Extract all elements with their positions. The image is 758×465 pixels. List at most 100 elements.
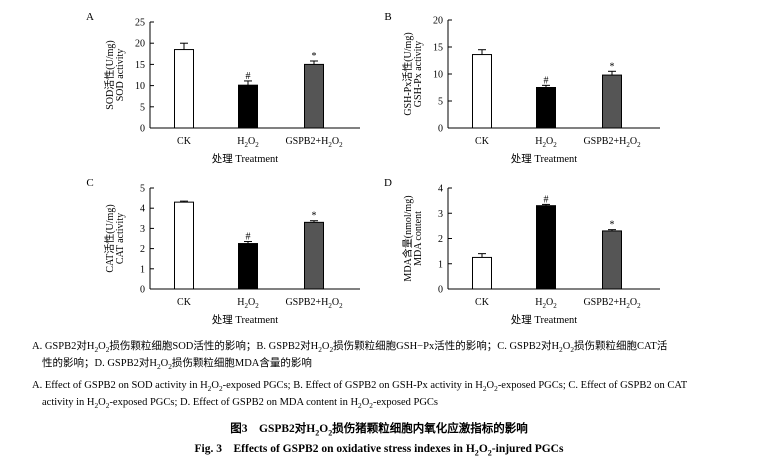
x-tick-label: CK <box>177 297 192 308</box>
panel-label: C <box>86 177 93 189</box>
y-tick-label: 0 <box>140 285 145 296</box>
y-tick-label: 3 <box>438 209 443 220</box>
x-tick-label-part: 2 <box>255 302 259 310</box>
x-tick-label: H2O2 <box>237 297 259 310</box>
bar <box>602 230 622 290</box>
subscript: 2 <box>315 428 320 438</box>
significance-mark: * <box>610 61 615 72</box>
x-tick-label: CK <box>475 297 490 308</box>
caption-en-text: -exposed PGCs; D. Effect of GSPB2 on MDA… <box>109 397 359 408</box>
figure-title-text: 损伤猪颗粒细胞内氧化应激指标的影响 <box>332 423 528 435</box>
figure-panels: A 0 5 10 15 20 25 CK # H2O2 * GSPB2+H2O2 处理 Treatmen… <box>86 11 660 326</box>
bar <box>536 205 556 290</box>
figure-title-text: O <box>478 443 488 455</box>
subscript: 2 <box>105 345 110 355</box>
x-tick-label-part: GSPB2+ <box>583 136 619 147</box>
x-tick-label-part: CK <box>475 136 490 147</box>
x-axis-title: 处理 Treatment <box>212 153 278 165</box>
x-tick-label-part: CK <box>475 297 490 308</box>
caption-cn-text: 损伤颗粒细胞GSH−Px活性的影响；C. GSPB2对H <box>333 341 560 352</box>
x-tick-label: H2O2 <box>237 136 259 149</box>
x-tick-label-part: 2 <box>339 141 343 149</box>
bar <box>472 256 492 290</box>
x-axis-title: 处理 Treatment <box>212 314 278 326</box>
subscript: 2 <box>487 448 492 458</box>
subscript: 2 <box>218 384 223 394</box>
caption-cn-text: 损伤颗粒细胞SOD活性的影响；B. GSPB2对H <box>109 341 319 352</box>
y-tick-label: 2 <box>438 234 443 245</box>
x-tick-label-part: O <box>248 297 255 308</box>
x-tick-label-part: GSPB2+ <box>285 136 321 147</box>
y-tick-label: 4 <box>140 204 145 215</box>
bar <box>304 221 324 290</box>
x-tick-label-part: H <box>321 297 328 308</box>
subscript: 2 <box>94 401 99 411</box>
bar <box>304 63 324 129</box>
x-tick-label-part: 2 <box>553 141 557 149</box>
x-tick-label-part: 2 <box>255 141 259 149</box>
x-tick-label-part: 2 <box>328 302 332 310</box>
y-tick-label: 10 <box>135 81 145 92</box>
x-axis-title: 处理 Treatment <box>511 153 577 165</box>
caption-en-text: O <box>486 380 495 391</box>
y-tick-label: 1 <box>140 264 145 275</box>
y-axis-title-en: MDA content <box>413 211 424 266</box>
caption-en-text: O <box>98 397 106 408</box>
x-tick-label-part: O <box>546 136 553 147</box>
x-tick-label-part: O <box>332 297 339 308</box>
y-axis-title-cn: MDA含量(nmol/mg) <box>401 195 414 281</box>
caption-cn-text: 损伤颗粒细胞CAT活 <box>573 341 668 352</box>
x-tick-label-part: O <box>248 136 255 147</box>
bar <box>472 54 492 129</box>
caption-en-text: -exposed PGCs; C. Effect of GSPB2 on CAT <box>497 380 688 391</box>
caption-cn-text: 损伤颗粒细胞MDA含量的影响 <box>171 358 312 369</box>
caption-cn-text: A. GSPB2对H <box>32 341 95 352</box>
x-tick-label: CK <box>177 136 192 147</box>
subscript: 2 <box>570 345 574 355</box>
caption-cn-text: O <box>98 341 106 352</box>
bar <box>536 87 556 129</box>
caption-cn-text: O <box>321 341 330 352</box>
figure-title-text: O <box>319 423 329 435</box>
significance-mark: # <box>544 194 549 205</box>
y-tick-label: 20 <box>135 39 145 50</box>
subscript: 2 <box>482 384 487 394</box>
y-tick-label: 10 <box>433 70 443 81</box>
subscript: 2 <box>329 345 334 355</box>
subscript: 2 <box>369 401 373 411</box>
x-tick-label-part: GSPB2+ <box>583 297 619 308</box>
subscript: 2 <box>474 448 479 458</box>
x-tick-label-part: 2 <box>328 141 332 149</box>
subscript: 2 <box>494 384 498 394</box>
x-tick-label: GSPB2+H2O2 <box>285 297 343 310</box>
x-tick-label-part: H <box>535 297 542 308</box>
figure-title-text: -injured PGCs <box>491 443 564 455</box>
caption-en-text: A. Effect of GSPB2 on SOD activity in H <box>32 380 208 391</box>
y-tick-label: 5 <box>140 184 145 195</box>
x-tick-label-part: 2 <box>543 302 547 310</box>
bar <box>238 84 258 129</box>
x-tick-label-part: H <box>321 136 328 147</box>
subscript: 2 <box>168 362 172 372</box>
y-tick-label: 1 <box>438 259 443 270</box>
caption-en-text: -exposed PGCs <box>372 397 439 408</box>
significance-mark: * <box>312 211 317 222</box>
x-tick-label: GSPB2+H2O2 <box>583 136 641 149</box>
y-axis-title-en: CAT activity <box>115 213 126 264</box>
y-tick-label: 4 <box>438 184 443 195</box>
subscript: 2 <box>358 401 362 411</box>
x-tick-label-part: H <box>619 297 626 308</box>
x-tick-label-part: 2 <box>637 302 641 310</box>
y-tick-label: 0 <box>438 285 443 296</box>
x-tick-label-part: 2 <box>339 302 343 310</box>
x-tick-label-part: O <box>332 136 339 147</box>
significance-mark: # <box>246 71 251 82</box>
bar <box>238 243 258 290</box>
significance-mark: * <box>312 51 317 62</box>
significance-mark: # <box>544 75 549 86</box>
subscript: 2 <box>328 428 333 438</box>
panel-label: D <box>384 177 392 189</box>
x-tick-label-part: 2 <box>626 302 630 310</box>
x-tick-label-part: H <box>237 297 244 308</box>
